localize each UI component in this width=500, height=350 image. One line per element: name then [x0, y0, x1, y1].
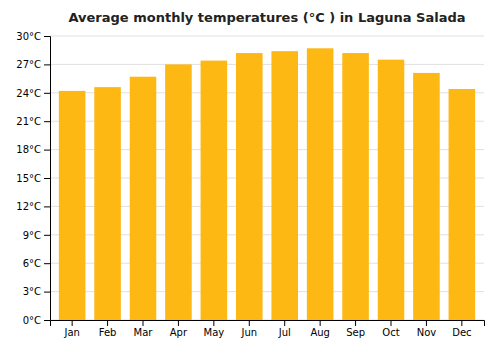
y-tick: 9°C	[23, 230, 50, 241]
x-tick-label: May	[204, 327, 225, 338]
y-tick: 0°C	[23, 315, 50, 326]
bar	[59, 91, 86, 320]
bar	[342, 53, 369, 320]
y-tick-mark	[44, 121, 50, 122]
y-tick: 24°C	[16, 88, 50, 99]
bar	[94, 87, 121, 320]
bar	[201, 61, 228, 320]
y-tick-label: 9°C	[23, 230, 41, 241]
bar	[130, 77, 157, 320]
grid-line	[50, 36, 484, 37]
x-tick-label: Mar	[134, 327, 154, 338]
x-axis-line	[51, 321, 485, 327]
bar	[449, 89, 476, 320]
x-tick: Aug	[310, 320, 330, 338]
x-tick: Jul	[278, 320, 291, 338]
chart-container: 0°C 3°C 6°C 9°C 12°C 15°C 18°C 21°C 24°C 27°C 30°C…	[0, 0, 500, 350]
y-tick: 12°C	[16, 201, 50, 212]
y-tick-mark	[44, 263, 50, 264]
y-tick-label: 18°C	[16, 144, 41, 155]
x-tick-mark	[107, 320, 108, 326]
y-tick-mark	[44, 292, 50, 293]
y-tick-mark	[44, 93, 50, 94]
title: Average monthly temperatures (°C ) in La…	[68, 10, 465, 25]
x-tick: Feb	[99, 320, 117, 338]
y-tick-mark	[44, 150, 50, 151]
y-tick: 21°C	[16, 116, 50, 127]
bar	[378, 60, 405, 320]
y-tick-label: 3°C	[23, 286, 41, 297]
x-tick: Jan	[63, 320, 79, 338]
bar	[165, 64, 192, 320]
x-tick: Apr	[170, 320, 188, 338]
x-tick-label: Jun	[240, 327, 257, 338]
y-tick-label: 30°C	[16, 31, 41, 42]
x-tick-label: Jul	[278, 327, 291, 338]
x-tick-mark	[426, 320, 427, 326]
x-tick-mark	[391, 320, 392, 326]
x-tick-label: Feb	[99, 327, 117, 338]
y-tick: 18°C	[16, 144, 50, 155]
x-tick-mark	[178, 320, 179, 326]
x-tick-mark	[143, 320, 144, 326]
x-tick: Nov	[417, 320, 437, 338]
bar	[413, 73, 440, 320]
y-tick-label: 24°C	[16, 88, 41, 99]
y-tick-mark	[44, 206, 50, 207]
x-tick-mark	[249, 320, 250, 326]
y-tick-mark	[44, 235, 50, 236]
y-tick-mark	[44, 320, 50, 321]
y-tick-mark	[44, 64, 50, 65]
x-tick-label: Nov	[417, 327, 437, 338]
x-tick-label: Jan	[63, 327, 79, 338]
bar	[236, 53, 263, 320]
y-tick: 27°C	[16, 59, 50, 70]
x-tick-mark	[213, 320, 214, 326]
x-tick-mark	[355, 320, 356, 326]
x-tick-label: Dec	[452, 327, 471, 338]
x-tick-label: Oct	[382, 327, 399, 338]
x-tick: Oct	[382, 320, 399, 338]
y-tick-mark	[44, 178, 50, 179]
bar	[271, 51, 298, 320]
bars	[59, 48, 475, 320]
y-tick: 3°C	[23, 286, 50, 297]
x-tick: Jun	[240, 320, 257, 338]
x-tick: May	[204, 320, 225, 338]
x-tick-mark	[461, 320, 462, 326]
y-tick-label: 6°C	[23, 258, 41, 269]
y-tick: 6°C	[23, 258, 50, 269]
y-tick-mark	[44, 36, 50, 37]
y-tick: 15°C	[16, 173, 50, 184]
x-tick-mark	[72, 320, 73, 326]
x-tick-label: Apr	[170, 327, 188, 338]
y-tick-label: 15°C	[16, 173, 41, 184]
x-tick-label: Sep	[346, 327, 365, 338]
y-tick-label: 27°C	[16, 59, 41, 70]
grid	[50, 36, 484, 320]
x-tick-label: Aug	[310, 327, 330, 338]
y-tick-label: 0°C	[23, 315, 41, 326]
x-tick-mark	[320, 320, 321, 326]
x-tick: Sep	[346, 320, 365, 338]
y-axis-line	[44, 37, 51, 321]
chart-svg: 0°C 3°C 6°C 9°C 12°C 15°C 18°C 21°C 24°C 27°C 30°C…	[0, 0, 500, 350]
x-axis: Jan Feb Mar Apr May Jun Jul Aug Sep Oct Nov Dec	[51, 320, 485, 338]
x-tick-mark	[284, 320, 285, 326]
y-tick-label: 12°C	[16, 201, 41, 212]
x-tick: Dec	[452, 320, 471, 338]
grid-line	[50, 64, 484, 65]
plot: 0°C 3°C 6°C 9°C 12°C 15°C 18°C 21°C 24°C 27°C 30°C…	[16, 31, 484, 338]
y-tick-label: 21°C	[16, 116, 41, 127]
bar	[307, 48, 334, 320]
y-tick: 30°C	[16, 31, 50, 42]
x-tick: Mar	[134, 320, 154, 338]
y-axis: 0°C 3°C 6°C 9°C 12°C 15°C 18°C 21°C 24°C 27°C 30°C	[16, 31, 50, 326]
